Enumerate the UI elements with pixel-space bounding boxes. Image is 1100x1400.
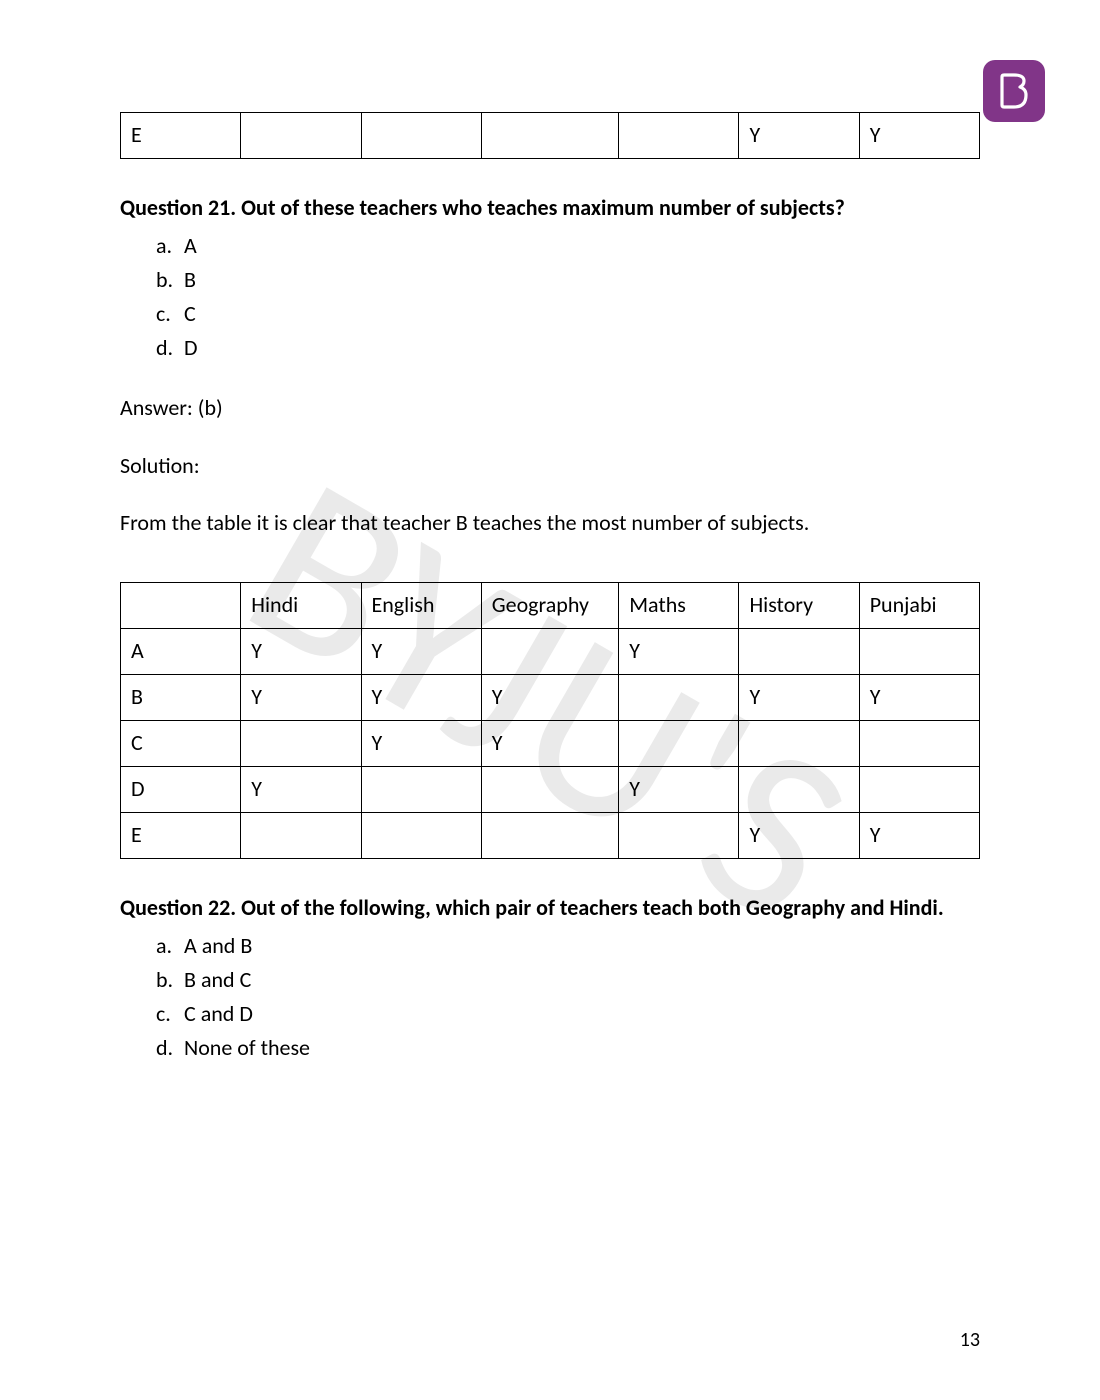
cell: [619, 675, 739, 721]
question-21-heading: Question 21. Out of these teachers who t…: [120, 193, 980, 223]
option-row: c. C and D: [156, 997, 980, 1031]
cell: [481, 113, 618, 159]
cell: [739, 767, 859, 813]
cell: Y: [361, 721, 481, 767]
option-row: d. None of these: [156, 1031, 980, 1065]
option-text: C: [184, 297, 196, 331]
top-table: E Y Y: [120, 112, 980, 159]
cell: [859, 629, 979, 675]
option-letter: c.: [156, 997, 184, 1031]
cell: [241, 721, 361, 767]
question-22-heading: Question 22. Out of the following, which…: [120, 893, 980, 923]
cell: [481, 629, 618, 675]
header-cell: English: [361, 583, 481, 629]
table-row: A Y Y Y: [121, 629, 980, 675]
cell: [361, 113, 481, 159]
cell: [619, 113, 739, 159]
table-row: B Y Y Y Y Y: [121, 675, 980, 721]
cell: [739, 721, 859, 767]
option-letter: d.: [156, 331, 184, 365]
cell: Y: [859, 113, 979, 159]
option-text: C and D: [184, 997, 253, 1031]
table-row: C Y Y: [121, 721, 980, 767]
cell: E: [121, 813, 241, 859]
header-cell: History: [739, 583, 859, 629]
option-text: D: [184, 331, 198, 365]
header-cell: Hindi: [241, 583, 361, 629]
cell: Y: [739, 813, 859, 859]
option-row: b. B: [156, 263, 980, 297]
solution-label: Solution:: [120, 451, 980, 481]
cell: Y: [859, 813, 979, 859]
cell: Y: [241, 767, 361, 813]
table-row: E Y Y: [121, 813, 980, 859]
cell: [739, 629, 859, 675]
cell: [361, 767, 481, 813]
table-row: D Y Y: [121, 767, 980, 813]
cell: Y: [619, 629, 739, 675]
option-text: B: [184, 263, 196, 297]
cell: [241, 813, 361, 859]
cell: Y: [361, 629, 481, 675]
cell: Y: [739, 113, 859, 159]
option-row: c. C: [156, 297, 980, 331]
option-text: None of these: [184, 1031, 310, 1065]
cell: [481, 767, 618, 813]
cell: [361, 813, 481, 859]
option-letter: d.: [156, 1031, 184, 1065]
option-row: d. D: [156, 331, 980, 365]
option-letter: a.: [156, 229, 184, 263]
byjus-logo-icon: [994, 71, 1034, 111]
option-text: A and B: [184, 929, 252, 963]
table-row: E Y Y: [121, 113, 980, 159]
cell: Y: [619, 767, 739, 813]
option-letter: a.: [156, 929, 184, 963]
cell: Y: [481, 675, 618, 721]
solution-text: From the table it is clear that teacher …: [120, 508, 980, 538]
cell: Y: [481, 721, 618, 767]
cell: [619, 721, 739, 767]
option-letter: b.: [156, 263, 184, 297]
option-row: a. A: [156, 229, 980, 263]
cell: [859, 721, 979, 767]
table-header-row: Hindi English Geography Maths History Pu…: [121, 583, 980, 629]
answer-label: Answer: (b): [120, 393, 980, 423]
cell: Y: [859, 675, 979, 721]
cell: [241, 113, 361, 159]
cell: Y: [739, 675, 859, 721]
cell: Y: [241, 675, 361, 721]
cell: [859, 767, 979, 813]
option-letter: c.: [156, 297, 184, 331]
cell: A: [121, 629, 241, 675]
header-cell: Maths: [619, 583, 739, 629]
byjus-logo: [983, 60, 1045, 122]
cell: E: [121, 113, 241, 159]
cell: [481, 813, 618, 859]
subject-table: Hindi English Geography Maths History Pu…: [120, 582, 980, 859]
header-cell: Punjabi: [859, 583, 979, 629]
question-21-options: a. A b. B c. C d. D: [156, 229, 980, 365]
cell: C: [121, 721, 241, 767]
cell: Y: [241, 629, 361, 675]
option-row: b. B and C: [156, 963, 980, 997]
header-cell: [121, 583, 241, 629]
option-text: A: [184, 229, 197, 263]
option-row: a. A and B: [156, 929, 980, 963]
option-letter: b.: [156, 963, 184, 997]
option-text: B and C: [184, 963, 251, 997]
cell: B: [121, 675, 241, 721]
cell: D: [121, 767, 241, 813]
cell: [619, 813, 739, 859]
cell: Y: [361, 675, 481, 721]
header-cell: Geography: [481, 583, 618, 629]
question-22-options: a. A and B b. B and C c. C and D d. None…: [156, 929, 980, 1065]
page-number: 13: [960, 1328, 980, 1352]
